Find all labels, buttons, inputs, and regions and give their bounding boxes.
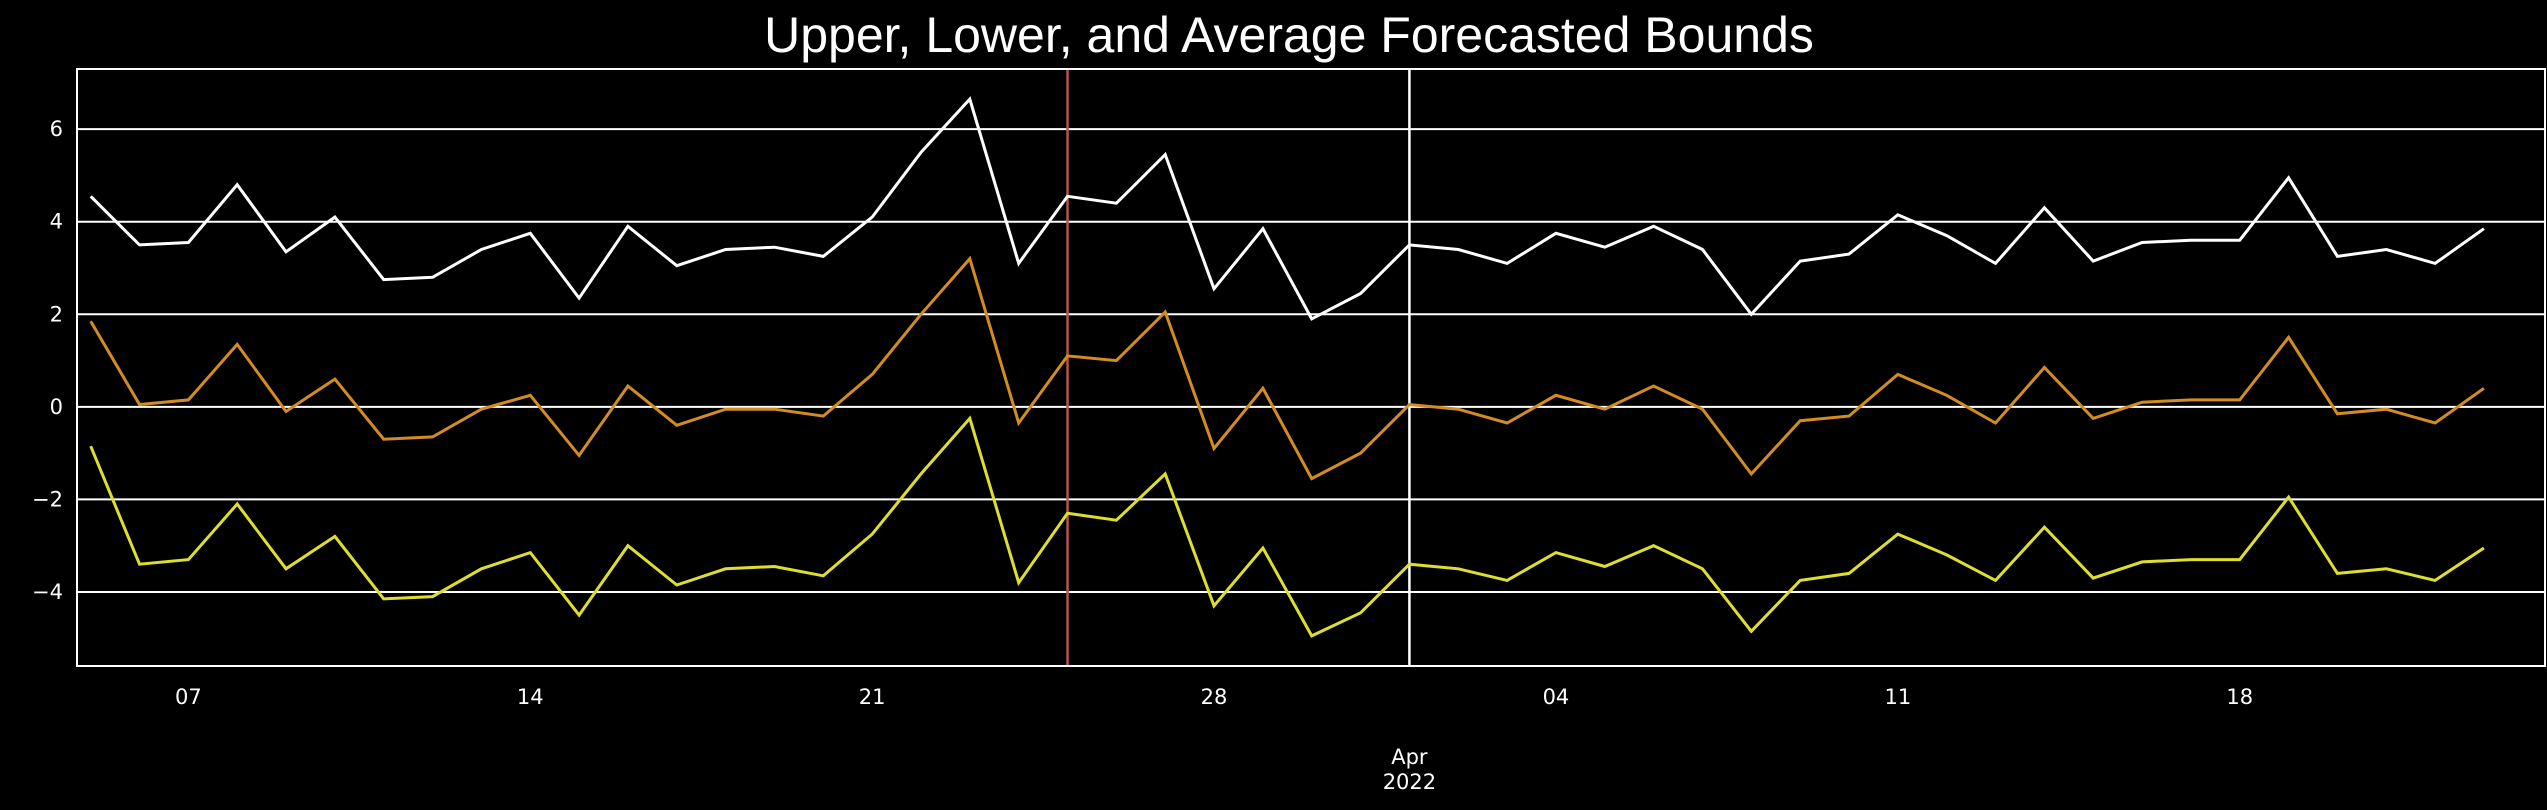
x-axis-ticks: 07 14 21 28 04 11 18 [175, 685, 2253, 709]
x-axis-year-label: 2022 [1383, 770, 1436, 794]
y-tick-label: −2 [32, 487, 63, 511]
y-axis-ticks: −4 −2 0 2 4 6 [32, 117, 63, 604]
x-tick-label: 14 [517, 685, 544, 709]
grid-layer [77, 128, 2545, 593]
series-line-0 [89, 96, 2485, 321]
x-tick-label: 04 [1543, 685, 1570, 709]
x-tick-label: 07 [175, 685, 202, 709]
x-tick-label: 21 [859, 685, 886, 709]
y-tick-label: −4 [32, 580, 63, 604]
y-tick-label: 2 [50, 302, 63, 326]
series-layer [89, 96, 2485, 638]
series-line-2 [89, 415, 2485, 638]
x-tick-label: 18 [2226, 685, 2253, 709]
x-tick-label: 28 [1201, 685, 1228, 709]
x-axis-month-label: Apr [1391, 745, 1428, 769]
y-tick-label: 6 [50, 117, 63, 141]
y-tick-label: 0 [50, 395, 63, 419]
y-tick-label: 4 [50, 210, 63, 234]
plot-frame [76, 68, 2546, 667]
series-line-1 [89, 255, 2485, 481]
x-tick-label: 11 [1884, 685, 1911, 709]
vertical-marker-layer [1066, 69, 1411, 666]
chart-title: Upper, Lower, and Average Forecasted Bou… [764, 7, 1814, 63]
